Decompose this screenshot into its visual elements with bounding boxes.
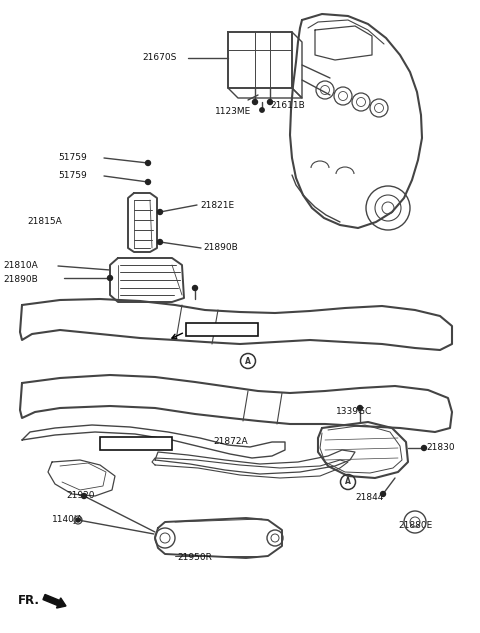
Text: 1140JA: 1140JA [52, 515, 84, 525]
Text: 51759: 51759 [58, 153, 87, 163]
Text: 1123ME: 1123ME [215, 108, 251, 116]
FancyBboxPatch shape [186, 322, 258, 335]
Circle shape [82, 494, 86, 499]
Text: 21920: 21920 [66, 491, 95, 501]
Circle shape [252, 99, 257, 104]
Text: 21880E: 21880E [398, 522, 432, 530]
Circle shape [157, 210, 163, 215]
Text: 21821E: 21821E [200, 201, 234, 210]
Circle shape [192, 285, 197, 291]
Circle shape [157, 239, 163, 244]
Circle shape [267, 99, 273, 104]
Text: FR.: FR. [18, 594, 40, 606]
Circle shape [145, 180, 151, 184]
Text: 21830: 21830 [426, 444, 455, 453]
Text: 60-640: 60-640 [209, 325, 240, 334]
Circle shape [145, 161, 151, 165]
Text: 21815A: 21815A [27, 218, 62, 227]
Text: 21890B: 21890B [3, 275, 38, 284]
Circle shape [76, 518, 80, 522]
Text: 1339GC: 1339GC [336, 408, 372, 417]
FancyBboxPatch shape [100, 437, 172, 449]
Circle shape [381, 491, 385, 496]
Text: 21810A: 21810A [3, 261, 38, 270]
Text: 51759: 51759 [58, 172, 87, 180]
Text: 21670S: 21670S [142, 54, 176, 63]
Text: 21844: 21844 [355, 492, 384, 501]
Text: A: A [345, 477, 351, 487]
Circle shape [260, 108, 264, 112]
Text: 21872A: 21872A [214, 437, 248, 446]
Text: REF.: REF. [189, 325, 210, 334]
FancyArrow shape [43, 594, 66, 608]
Text: A: A [245, 356, 251, 365]
Text: 60-624: 60-624 [123, 439, 154, 448]
Text: 21890B: 21890B [203, 244, 238, 253]
Circle shape [358, 406, 362, 410]
Text: REF.: REF. [103, 439, 124, 448]
Text: 21611B: 21611B [270, 101, 305, 111]
Circle shape [421, 446, 427, 451]
Text: 21950R: 21950R [178, 553, 213, 561]
Circle shape [108, 275, 112, 280]
